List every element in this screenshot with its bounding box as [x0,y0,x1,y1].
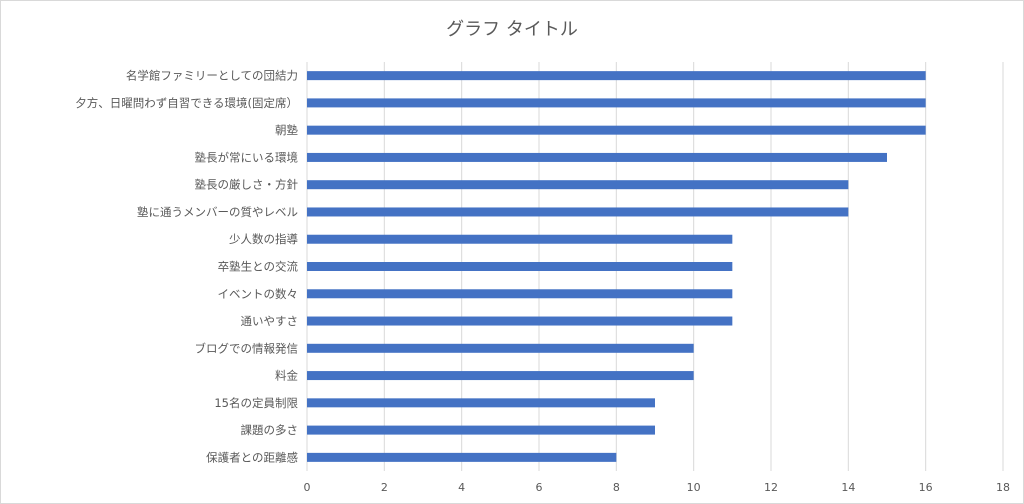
bar-13 [307,398,655,408]
bar-2 [307,98,926,108]
category-label-7: 少人数の指導 [229,232,298,246]
category-label-5: 塾長の厳しさ・方針 [195,178,299,192]
category-label-14: 課題の多さ [241,423,299,437]
bar-8 [307,262,733,271]
category-label-3: 朝塾 [275,123,298,137]
bar-5 [307,180,849,190]
x-tick-label-16: 16 [919,481,933,494]
x-tick-label-12: 12 [764,481,778,494]
category-label-10: 通いやすさ [241,314,299,328]
x-tick-label-2: 2 [381,481,388,494]
x-axis-tick-labels: 0 2 4 6 8 10 12 14 16 18 [304,481,1011,494]
category-label-2: 夕方、日曜問わず自習できる環境(固定席） [75,96,298,110]
category-label-15: 保護者との距離感 [206,450,298,464]
category-label-12: 料金 [275,369,298,383]
category-label-8: 卒塾生との交流 [218,260,299,274]
x-tick-label-6: 6 [536,481,543,494]
bar-14 [307,425,655,435]
x-tick-label-10: 10 [687,481,701,494]
category-label-4: 塾長が常にいる環境 [195,150,299,164]
bar-1 [307,71,926,81]
bar-9 [307,289,733,299]
category-label-11: ブログでの情報発信 [195,341,299,355]
x-tick-label-0: 0 [304,481,311,494]
category-label-9: イベントの数々 [218,287,299,301]
x-tick-label-14: 14 [841,481,855,494]
category-label-13: 15名の定員制限 [214,396,298,410]
chart-title: グラフ タイトル [446,19,578,40]
bar-12 [307,371,694,381]
bar-4 [307,152,887,162]
x-tick-label-18: 18 [996,481,1010,494]
bars [307,71,926,462]
category-label-6: 塾に通うメンバーの質やレベル [137,205,298,219]
x-tick-label-8: 8 [613,481,620,494]
bar-15 [307,452,617,462]
x-tick-label-4: 4 [458,481,465,494]
bar-10 [307,316,733,326]
bar-7 [307,234,733,244]
category-label-1: 名学館ファミリーとしての団結力 [126,69,298,83]
bar-6 [307,207,849,217]
bar-11 [307,343,694,353]
bar-3 [307,125,926,135]
